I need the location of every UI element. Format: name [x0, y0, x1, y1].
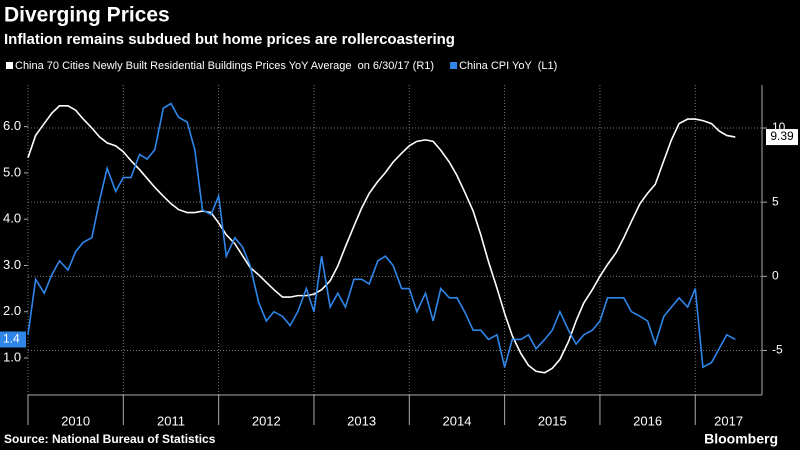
chart-subtitle: Inflation remains subdued but home price… [4, 31, 455, 48]
x-tick-label: 2012 [252, 413, 281, 428]
series-line [27, 104, 736, 374]
legend-label: China CPI YoY (L1) [459, 60, 557, 72]
y-tick-label: 3.0 [3, 257, 21, 272]
y-tick-label: 6.0 [3, 118, 21, 133]
y2-tick-label: 5 [772, 194, 779, 208]
last-value-label: 1.4 [3, 332, 20, 346]
y2-tick-label: 0 [772, 269, 779, 283]
y-tick-label: 5.0 [3, 164, 21, 179]
legend-swatch [450, 62, 458, 69]
last-value-badge [766, 129, 798, 146]
legend-label: China 70 Cities Newly Built Residential … [15, 60, 434, 72]
y-tick-label: 4.0 [3, 211, 21, 226]
x-tick-label: 2014 [443, 413, 472, 428]
x-tick-label: 2011 [157, 413, 185, 428]
brand: Bloomberg [704, 431, 778, 447]
x-tick-label: 2016 [633, 413, 662, 428]
source: Source: National Bureau of Statistics [4, 432, 216, 446]
series-line [27, 102, 736, 369]
y-tick-label: 2.0 [3, 303, 21, 318]
x-tick-label: 2010 [61, 413, 90, 428]
chart-title: Diverging Prices [4, 4, 170, 27]
y2-tick-label: -5 [772, 343, 783, 357]
x-tick-label: 2013 [347, 413, 376, 428]
x-tick-label: 2017 [714, 413, 743, 428]
last-value-label: 9.39 [770, 129, 794, 143]
y-tick-label: 1.0 [3, 349, 21, 364]
x-tick-label: 2015 [538, 413, 567, 428]
last-value-badge [0, 331, 26, 348]
legend-swatch [6, 62, 13, 69]
